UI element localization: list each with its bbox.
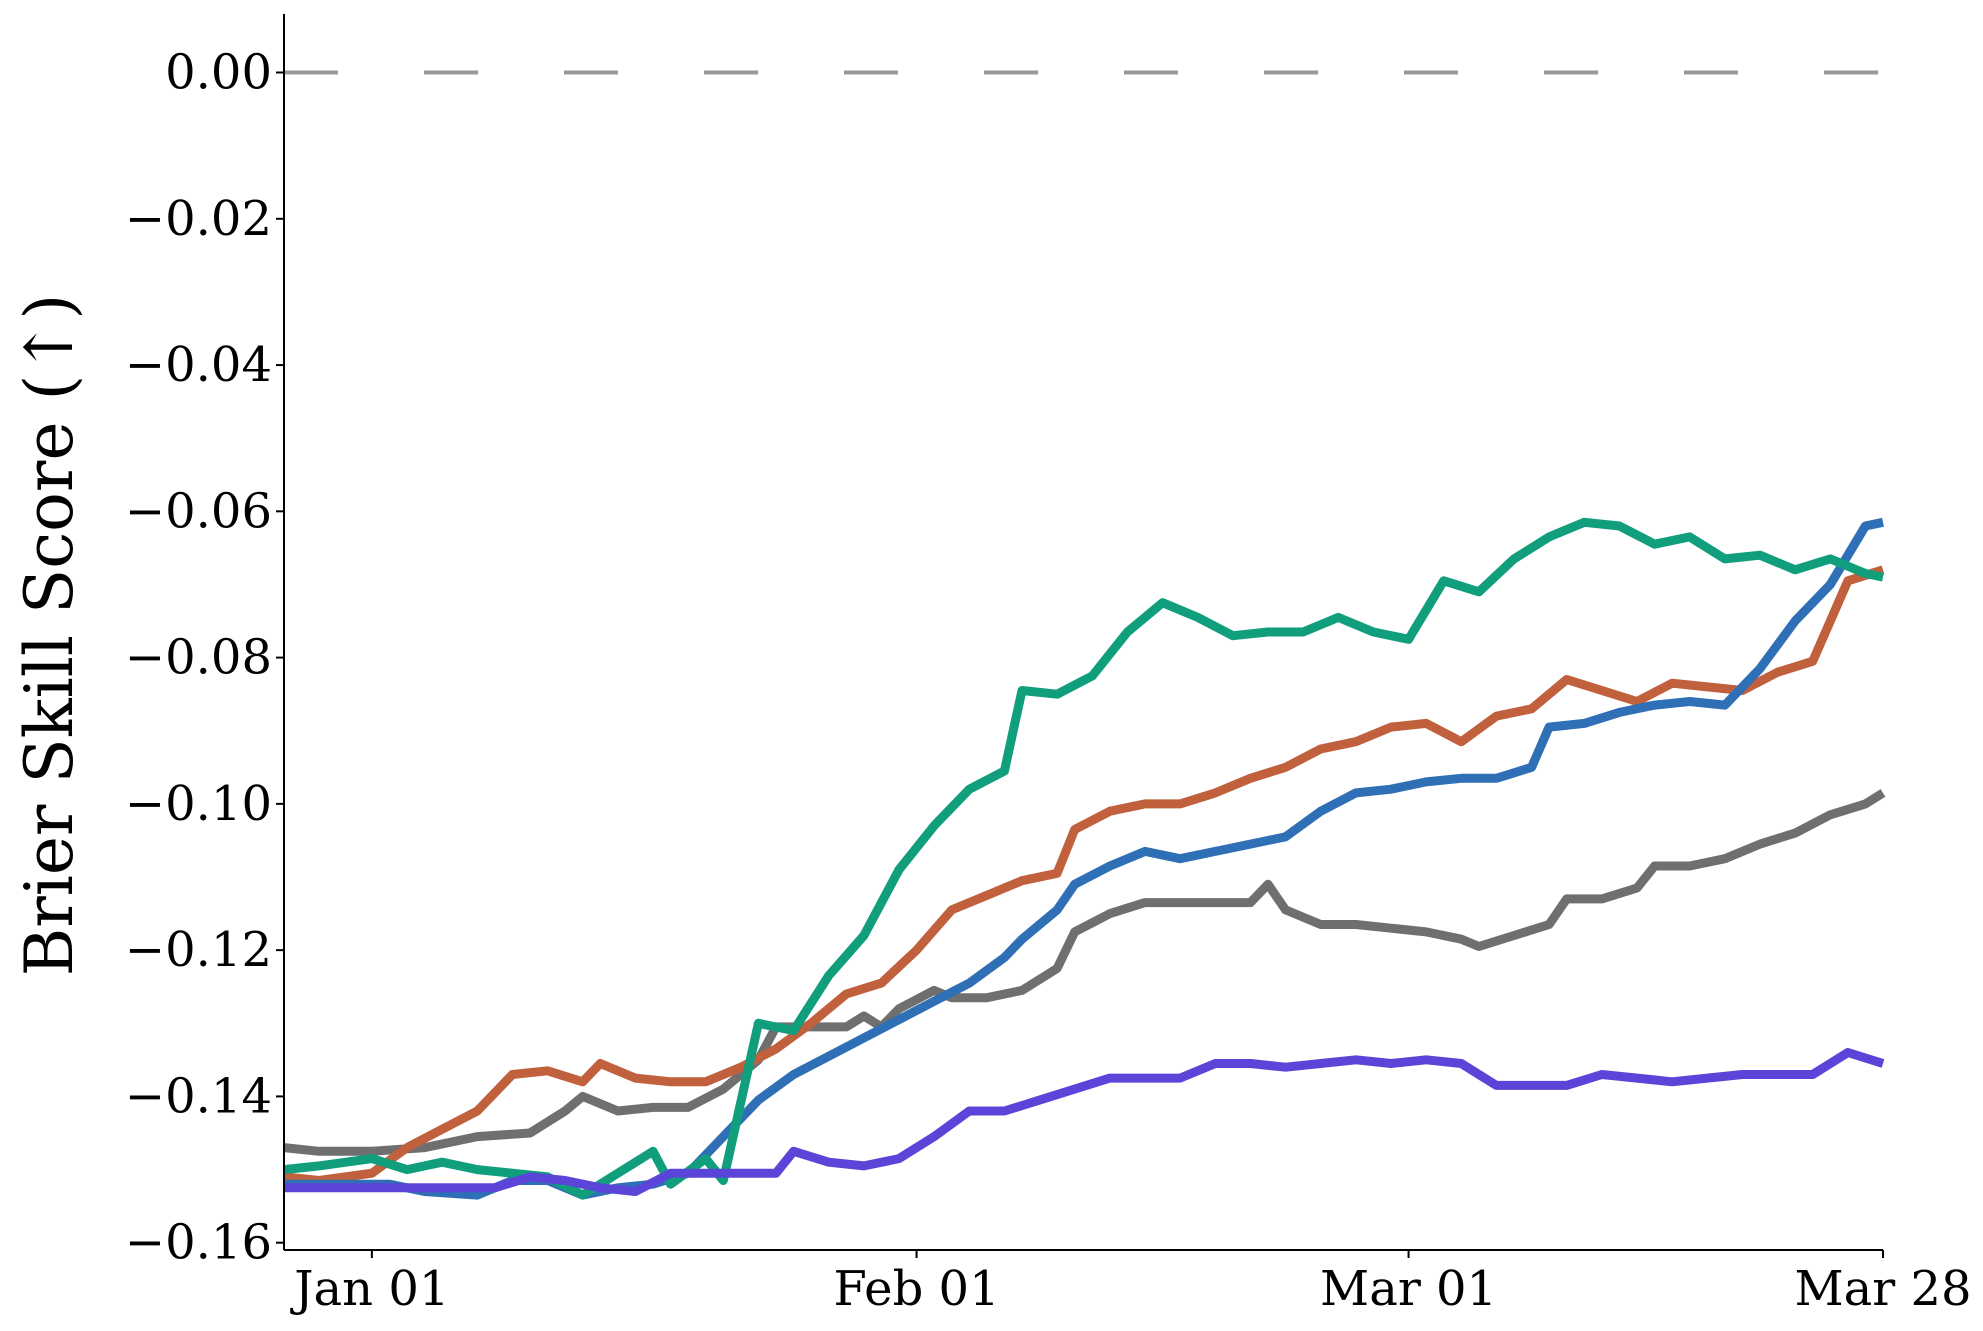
x-tick-label: Jan 01: [289, 1261, 449, 1317]
y-tick-label: −0.06: [125, 483, 272, 539]
axes-layer: [283, 14, 1883, 1251]
series-line-1: [283, 789, 1886, 1156]
y-tick-labels: 0.00 −0.02 −0.04 −0.06 −0.08 −0.10 −0.12 −0.14 −…: [125, 45, 284, 1271]
x-tick-label: Mar 28: [1794, 1261, 1971, 1317]
y-tick-label: −0.14: [125, 1068, 272, 1124]
series-layer: [283, 517, 1886, 1200]
series-line-3: [284, 517, 1884, 1200]
y-tick-label: −0.04: [125, 337, 272, 393]
x-tick-labels: Jan 01 Feb 01 Mar 01 Mar 28: [289, 1250, 1972, 1317]
y-tick-label: −0.02: [125, 191, 272, 247]
y-tick-label: −0.16: [125, 1215, 272, 1271]
y-tick-label: −0.08: [125, 630, 272, 686]
x-tick-label: Mar 01: [1320, 1261, 1497, 1317]
series-line-2: [283, 565, 1885, 1185]
series-line-5: [284, 1048, 1885, 1196]
x-tick-label: Feb 01: [833, 1261, 999, 1317]
y-tick-label: −0.12: [125, 922, 272, 978]
y-tick-label: −0.10: [125, 776, 272, 832]
series-line-4: [283, 517, 1884, 1200]
y-axis-label: Brier Skill Score (↑): [11, 294, 88, 977]
y-tick-label: 0.00: [165, 45, 272, 101]
